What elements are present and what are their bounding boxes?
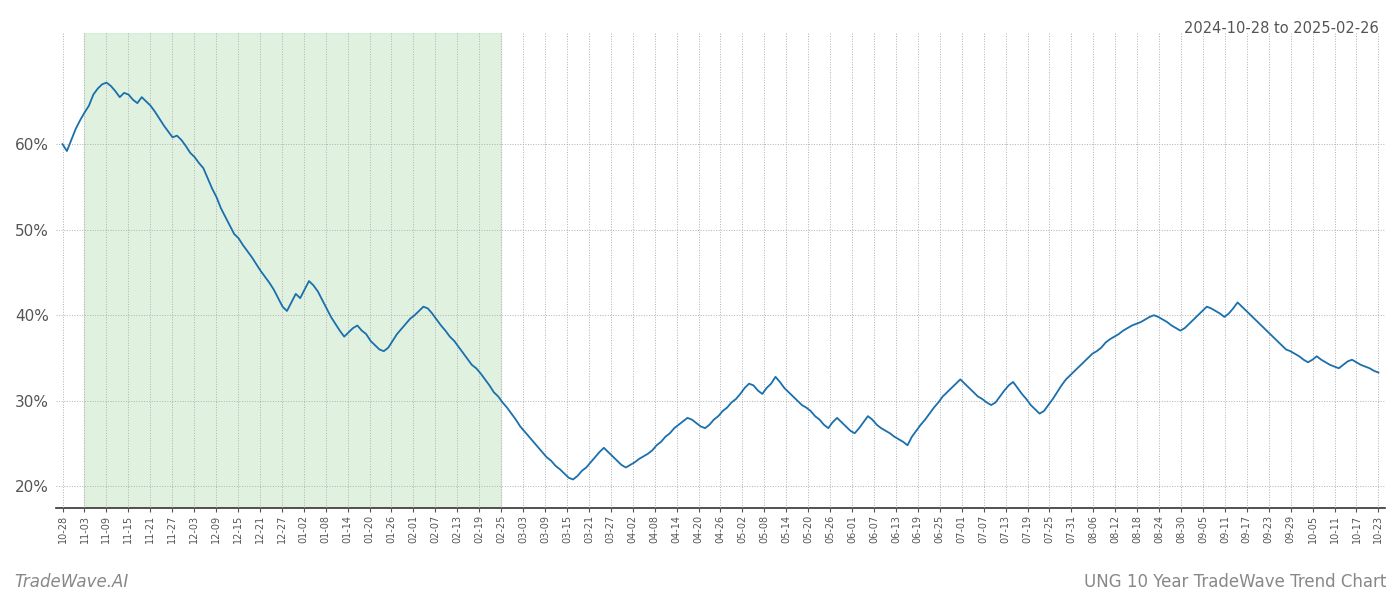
Text: UNG 10 Year TradeWave Trend Chart: UNG 10 Year TradeWave Trend Chart <box>1084 573 1386 591</box>
Text: 2024-10-28 to 2025-02-26: 2024-10-28 to 2025-02-26 <box>1184 21 1379 36</box>
Bar <box>84 33 501 508</box>
Text: TradeWave.AI: TradeWave.AI <box>14 573 129 591</box>
